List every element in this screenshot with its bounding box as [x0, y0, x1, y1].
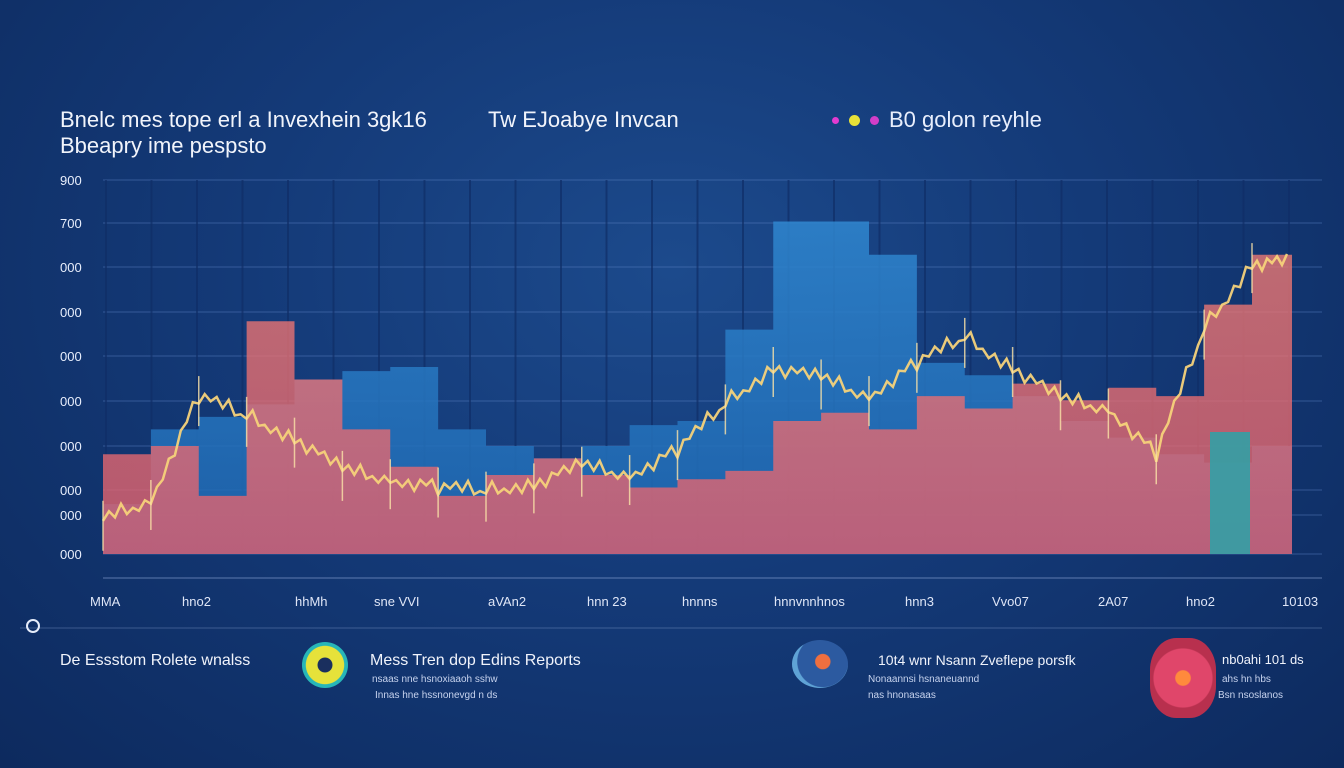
chart-title: Bnelc mes tope erl a Invexhein 3gk16 [60, 107, 427, 132]
x-tick-label: hnn 23 [587, 594, 627, 609]
x-tick-label: hno2 [1186, 594, 1215, 609]
footer-right-title: 10t4 wnr Nsann Zveflepe porsfk [878, 652, 1076, 668]
y-tick-label: 000 [60, 439, 82, 454]
x-tick-label: MMA [90, 594, 121, 609]
x-tick-label: hnnns [682, 594, 718, 609]
chart-lines [101, 243, 1289, 551]
y-tick-label: 700 [60, 216, 82, 231]
footer-center-sub1: nsaas nne hsnoxiaaoh sshw [372, 674, 498, 685]
legend-dot-icon [849, 114, 860, 126]
x-axis-ticks: MMA hno2 hhMh sne VVI aVAn2 hnn 23 hnnns hnnvnn… [90, 594, 1318, 609]
y-tick-label: 000 [60, 305, 82, 320]
y-tick-label: 000 [60, 349, 82, 364]
y-tick-label: 900 [60, 173, 82, 188]
ring-chart-icon [1150, 638, 1216, 718]
footer-far-right-sub2: Bsn nsoslanos [1218, 690, 1284, 701]
legend-dot-icon [870, 115, 879, 125]
y-tick-label: 000 [60, 394, 82, 409]
y-tick-label: 000 [60, 260, 82, 275]
accent-block [1210, 432, 1250, 554]
legend-dot-icon [832, 116, 839, 124]
footer-center-title: Mess Tren dop Edins Reports [370, 652, 581, 669]
pie-icon [792, 640, 848, 688]
footer: De Essstom Rolete wnalss Mess Tren dop E… [0, 619, 1344, 740]
footer-far-right-sub1: ahs hn hbs [1222, 674, 1271, 685]
footer-right-sub2: nas hnonasaas [868, 690, 936, 701]
y-tick-label: 000 [60, 508, 82, 523]
x-tick-label: hnn3 [905, 594, 934, 609]
legend-label: B0 golon reyhle [889, 107, 1042, 132]
chart-subtitle: Bbeapry ime pespsto [60, 133, 267, 158]
series-line-gold [101, 253, 1289, 522]
series-area-salmon [103, 254, 1292, 555]
x-tick-label: hhMh [295, 594, 328, 609]
x-tick-label: hno2 [182, 594, 211, 609]
footer-right-sub1: Nonaannsi hsnaneuannd [868, 674, 980, 685]
y-axis-ticks: 900 700 000 000 000 000 000 000 000 000 [60, 173, 82, 562]
x-tick-label: aVAn2 [488, 594, 526, 609]
x-tick-label: Vvo07 [992, 594, 1029, 609]
footer-far-right-title: nb0ahi 101 ds [1222, 652, 1304, 667]
x-tick-label: sne VVI [374, 594, 420, 609]
donut-icon [302, 642, 348, 688]
x-tick-label: 10103 [1282, 594, 1318, 609]
footer-center-sub2: Innas hne hssnonevgd n ds [375, 690, 498, 701]
x-tick-label: hnnvnnhnos [774, 594, 845, 609]
chart-areas [103, 221, 1292, 555]
legend: B0 golon reyhle [832, 107, 1042, 133]
x-tick-label: 2A07 [1098, 594, 1128, 609]
circle-outline-icon [26, 619, 40, 633]
footer-left-label: De Essstom Rolete wnalss [60, 652, 251, 669]
y-tick-label: 000 [60, 483, 82, 498]
header-middle-text: Tw EJoabye Invcan [488, 107, 679, 132]
y-tick-label: 000 [60, 547, 82, 562]
